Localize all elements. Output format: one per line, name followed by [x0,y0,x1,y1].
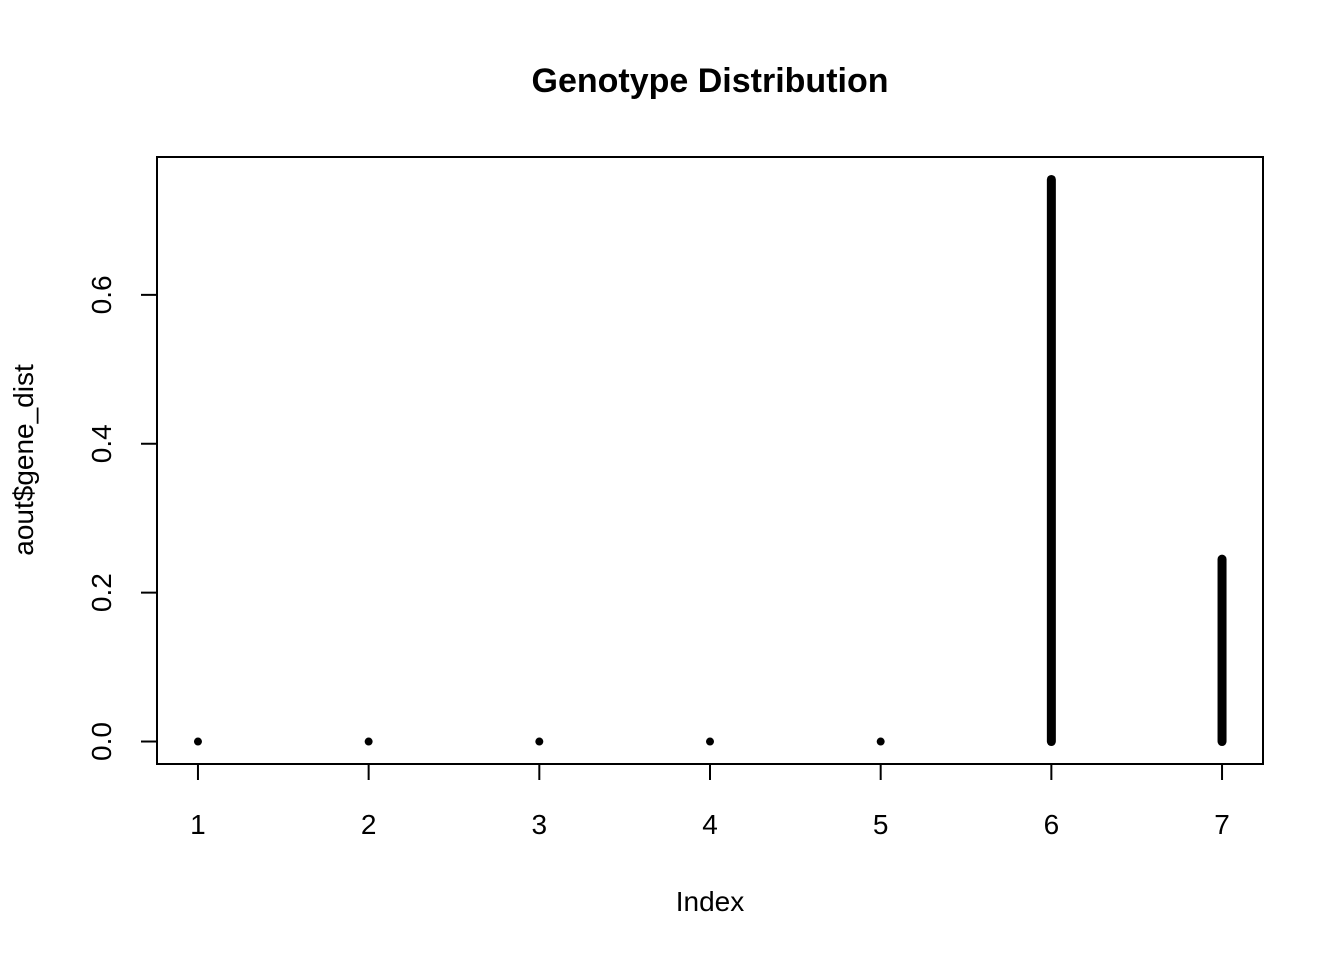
y-tick-label: 0.4 [86,424,117,463]
x-axis-label: Index [676,886,745,917]
data-point-1 [193,737,202,746]
data-point-3 [535,737,544,746]
x-tick-label: 3 [532,809,548,840]
chart-title: Genotype Distribution [532,62,889,100]
data-point-2 [364,737,373,746]
data-marks [193,174,1227,747]
x-tick-label: 1 [190,809,206,840]
x-tick-label: 2 [361,809,377,840]
data-point-4 [706,737,714,746]
x-axis: 1 2 3 4 5 6 7 [190,763,1230,840]
y-tick-label: 0.0 [86,722,117,761]
x-tick-label: 4 [702,809,718,840]
x-tick-label: 7 [1214,809,1230,840]
x-tick-label: 5 [873,809,889,840]
y-axis: 0.0 0.2 0.4 0.6 [86,275,158,761]
y-tick-label: 0.2 [86,573,117,612]
y-tick-label: 0.6 [86,275,117,314]
x-tick-label: 6 [1044,809,1060,840]
data-point-5 [876,737,885,746]
plot-frame [156,156,1264,765]
y-axis-label: aout$gene_dist [8,364,39,556]
